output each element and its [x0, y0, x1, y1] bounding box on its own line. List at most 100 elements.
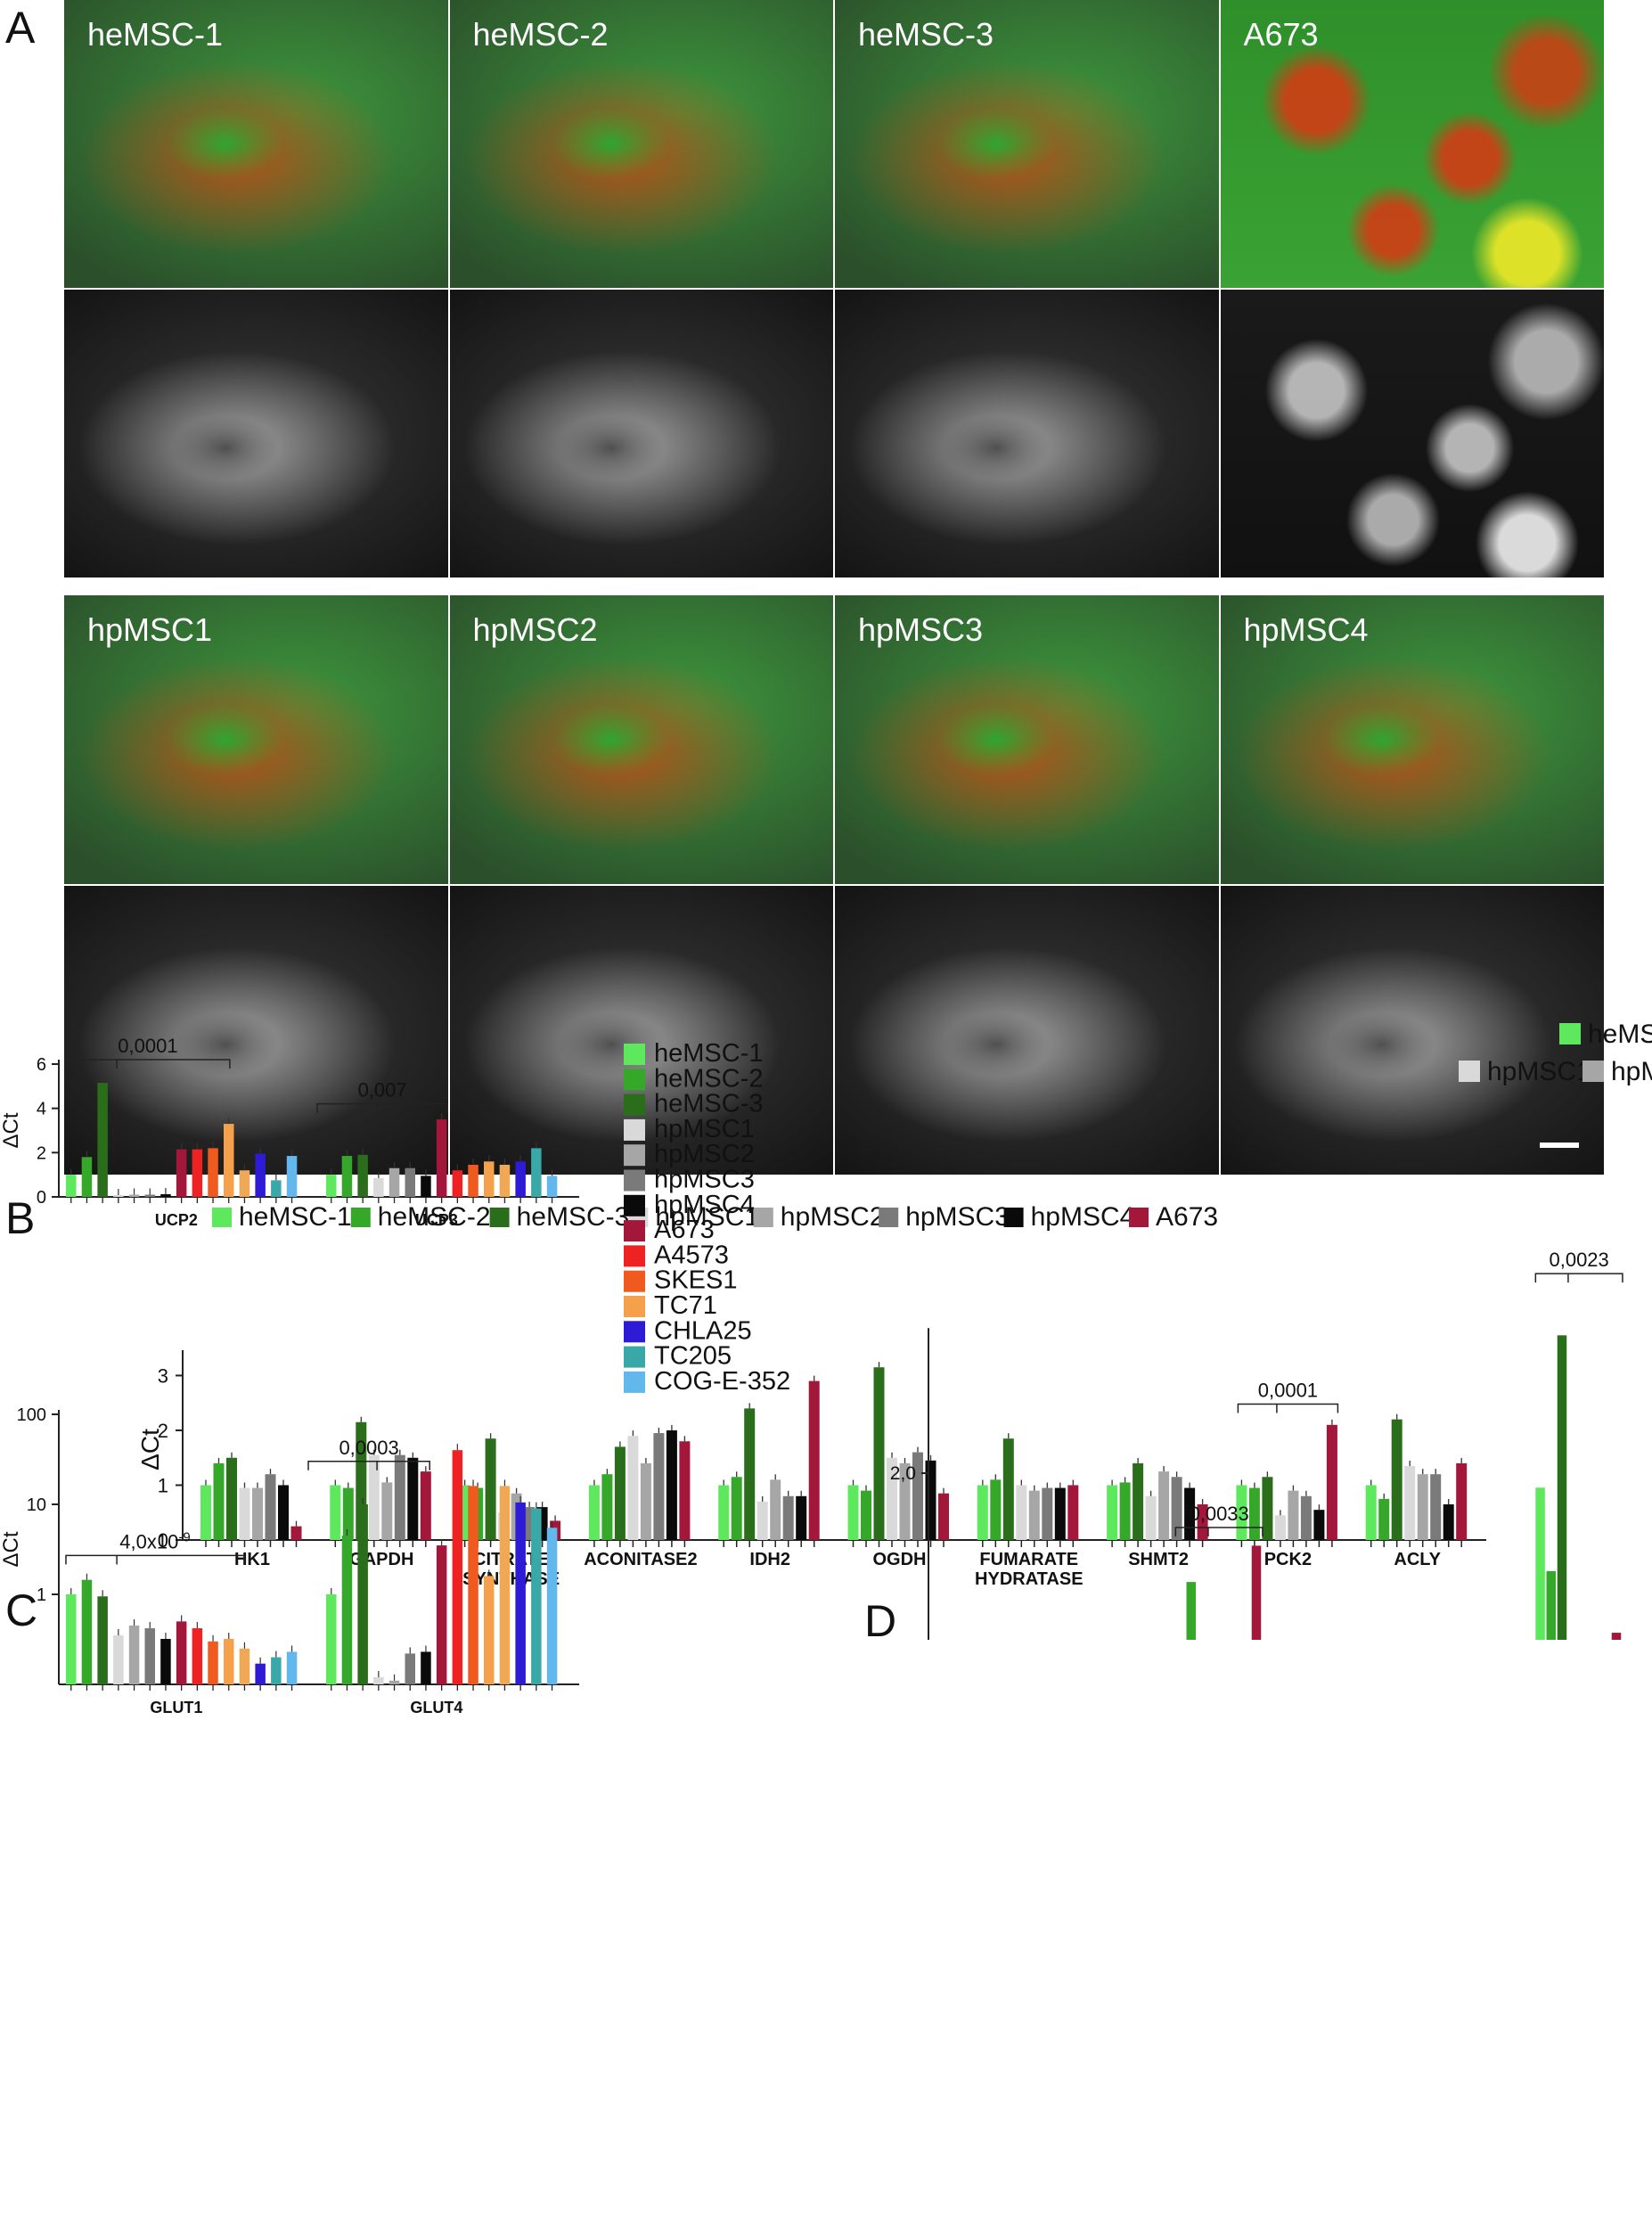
bar — [97, 1596, 108, 1684]
bar — [421, 1175, 431, 1197]
y-tick-label: 2,0 — [890, 1463, 916, 1484]
bar — [861, 1490, 871, 1540]
bar — [808, 1380, 820, 1540]
legend-label: COG-E-352 — [654, 1367, 790, 1396]
category-label: UCP2 — [155, 1211, 198, 1229]
bar — [887, 1457, 897, 1540]
bar — [1378, 1498, 1390, 1540]
bar — [1456, 1462, 1468, 1540]
bar — [1145, 1495, 1157, 1540]
bar — [938, 1493, 949, 1540]
bar — [290, 1526, 302, 1540]
category-label: FUMARATE — [979, 1550, 1078, 1569]
bar — [286, 1156, 298, 1197]
bar — [342, 1487, 354, 1540]
bar — [485, 1438, 496, 1540]
bar — [326, 1594, 337, 1684]
legend-label: hpMSC1 — [654, 1115, 755, 1143]
bar — [373, 1177, 384, 1197]
bar — [192, 1628, 203, 1684]
y-axis-label: ΔCt — [136, 1429, 164, 1470]
bar — [271, 1657, 282, 1684]
panel-a-letter: A — [5, 3, 36, 53]
bar — [499, 1486, 511, 1684]
significance-bracket — [1174, 1527, 1264, 1537]
micrograph-label: hpMSC2 — [472, 611, 598, 648]
bar — [1002, 1438, 1014, 1540]
bar — [226, 1457, 237, 1540]
legend-label: A673 — [1156, 1202, 1218, 1232]
bar — [977, 1485, 988, 1540]
bar — [1186, 1582, 1197, 1640]
legend-label: hpMSC3 — [654, 1166, 755, 1194]
legend-label: hpMSC4 — [654, 1191, 755, 1219]
bar — [239, 1487, 250, 1540]
bar — [420, 1471, 431, 1540]
micrograph-fluor-hpmsc1: hpMSC1 — [64, 595, 448, 884]
bar — [1557, 1335, 1567, 1640]
category-label: UCP3 — [415, 1211, 458, 1229]
bar — [373, 1677, 384, 1684]
category-label: ACLY — [1394, 1550, 1441, 1569]
bar — [213, 1462, 225, 1540]
legend-swatch — [1003, 1208, 1024, 1227]
legend-label: hpMSC2 — [781, 1202, 885, 1232]
bar — [421, 1651, 431, 1684]
bar — [1443, 1504, 1454, 1540]
bar — [679, 1441, 691, 1540]
y-tick-label: 2 — [158, 1420, 168, 1442]
micrograph-gray-hpmsc4 — [1220, 886, 1604, 1175]
significance-bracket — [316, 1102, 448, 1113]
bar — [452, 1170, 463, 1197]
category-label: PCK2 — [1264, 1550, 1312, 1569]
legend-swatch — [624, 1220, 645, 1242]
micrograph-grid-top: heMSC-1 heMSC-2 heMSC-3 A673 — [64, 0, 1604, 577]
legend-label: heMSC-2 — [378, 1202, 491, 1232]
bar — [255, 1663, 266, 1684]
legend-label: heMSC-1 — [1588, 1020, 1652, 1049]
category-label: IDH2 — [749, 1550, 790, 1569]
bar — [1611, 1633, 1622, 1640]
bar — [1313, 1510, 1325, 1540]
micrograph-fluor-hemsc1: heMSC-1 — [64, 0, 448, 288]
bar — [388, 1167, 400, 1197]
p-value-label: 0,0023 — [1549, 1249, 1608, 1271]
y-tick-label: 4 — [37, 1100, 46, 1119]
bar — [1171, 1477, 1182, 1540]
bar — [265, 1474, 276, 1540]
micrograph-label: hpMSC1 — [87, 611, 213, 648]
bar — [224, 1124, 234, 1197]
significance-bracket — [1534, 1273, 1623, 1283]
bar — [144, 1628, 155, 1684]
panel-b-letter: B — [5, 1193, 36, 1243]
bar — [546, 1528, 558, 1684]
micrograph-fluor-hpmsc3: hpMSC3 — [835, 595, 1219, 884]
y-tick-label: 2 — [37, 1143, 46, 1163]
legend-swatch — [624, 1069, 645, 1091]
legend-swatch — [624, 1169, 645, 1192]
bar — [239, 1648, 250, 1684]
bar — [357, 1154, 368, 1197]
bar — [1042, 1487, 1053, 1540]
micrograph-fluor-hemsc3: heMSC-3 — [835, 0, 1219, 288]
bar — [1107, 1485, 1118, 1540]
micrograph-gray-hemsc1 — [64, 290, 448, 577]
legend-label: A4573 — [654, 1241, 729, 1269]
bar — [499, 1164, 511, 1197]
legend-swatch — [624, 1094, 645, 1116]
bar — [330, 1485, 341, 1540]
legend-swatch — [1582, 1061, 1604, 1082]
bar — [899, 1462, 911, 1540]
bar — [1546, 1570, 1557, 1640]
bar — [912, 1452, 923, 1540]
legend-swatch — [879, 1208, 899, 1227]
bar — [744, 1408, 756, 1540]
legend-swatch — [624, 1118, 645, 1141]
bar — [546, 1175, 558, 1197]
bar — [1365, 1485, 1377, 1540]
bar — [341, 1536, 353, 1684]
p-value-label: 0,0003 — [339, 1437, 398, 1459]
legend-label: heMSC-1 — [654, 1039, 764, 1068]
bar — [405, 1167, 415, 1197]
